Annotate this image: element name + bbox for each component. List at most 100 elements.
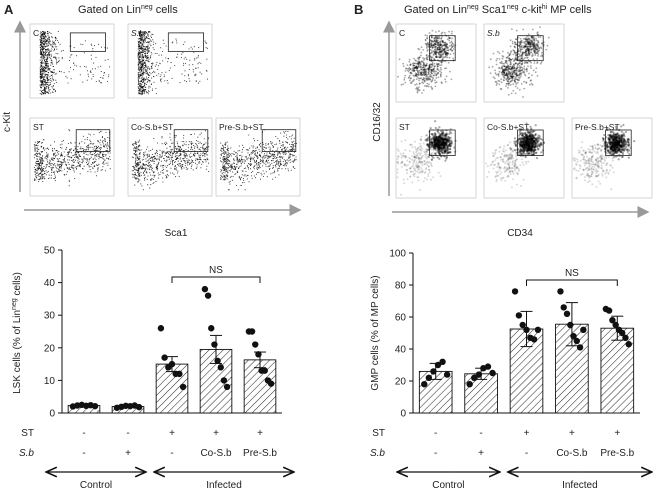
flow-plot-frame <box>127 117 213 197</box>
data-point <box>255 351 262 358</box>
data-point <box>135 403 143 411</box>
y-tick-label: 100 <box>389 249 406 260</box>
condition-st-value: - <box>479 428 482 439</box>
flow-plot-label: Pre-S.b+ST <box>575 122 620 132</box>
data-point <box>625 341 632 348</box>
data-point <box>176 370 183 378</box>
y-tick-label: 10 <box>44 376 56 387</box>
data-point <box>157 325 165 332</box>
flow-plot-label: S.b <box>487 28 500 38</box>
data-point <box>466 381 473 388</box>
condition-row-label-st: ST <box>372 428 385 439</box>
panel-b-title-sup2: neg <box>507 4 519 11</box>
data-point <box>443 371 451 378</box>
flow-events <box>485 122 546 189</box>
bar <box>464 373 498 414</box>
flow-plot: C <box>395 23 477 103</box>
significance-bracket <box>171 276 261 283</box>
y-tick-label: 50 <box>44 246 56 257</box>
y-tick-label: 20 <box>44 343 56 354</box>
flow-gate <box>605 129 632 157</box>
data-point <box>622 334 629 341</box>
condition-row-label-sb: S.b <box>19 448 34 459</box>
data-point <box>223 383 231 391</box>
bar <box>555 323 589 414</box>
data-point <box>168 360 176 368</box>
data-point <box>573 337 581 345</box>
flow-plot: Pre-S.b+ST <box>571 117 653 199</box>
condition-st-value: + <box>614 428 620 439</box>
condition-st-value: - <box>434 428 437 439</box>
panel-a-letter: A <box>4 2 14 17</box>
panel-a-title-main: Gated on Lin <box>78 4 141 16</box>
flow-plot-label: Co-S.b+ST <box>487 122 529 132</box>
y-tick-label: 40 <box>395 345 407 356</box>
panel-b-x-axis-label: CD34 <box>507 228 533 239</box>
panel-b-flow-plots: C S.b ST Co-S.b+ST Pre-S.b+ST <box>395 23 653 199</box>
data-point <box>208 325 215 332</box>
data-point <box>563 310 571 317</box>
panel-a-x-axis-label: Sca1 <box>165 228 188 239</box>
data-point <box>560 304 567 311</box>
group-label-control: Control <box>432 480 464 491</box>
flow-events <box>572 123 636 191</box>
flow-plot-label: C <box>399 28 405 38</box>
flow-plot: S.b <box>483 23 565 103</box>
significance-bracket <box>526 279 618 286</box>
lsk-bar-chart: 0 10 20 30 40 50 NS ST S.b - - + + + - + - Co-S.b Pre-S.b C… <box>19 246 294 491</box>
flow-gate <box>517 129 544 157</box>
flow-plot: S.b <box>127 23 213 99</box>
data-point <box>515 312 523 319</box>
flow-gate <box>173 129 209 152</box>
lsk-y-label-tail: cells) <box>12 272 23 298</box>
group-label-control: Control <box>80 480 112 491</box>
flow-plot-frame <box>395 23 477 103</box>
y-tick-label: 20 <box>395 377 407 388</box>
data-point <box>220 377 228 384</box>
condition-sb-value: + <box>125 448 131 459</box>
data-point <box>471 374 478 381</box>
data-point <box>580 326 587 333</box>
group-label-infected: Infected <box>562 480 598 491</box>
panel-b-title-mid2: c-kit <box>519 4 542 16</box>
bar <box>418 370 453 414</box>
panel-b-title-tail: MP cells <box>547 4 592 16</box>
panel-b-title-sup1: neg <box>467 4 479 11</box>
data-point <box>576 344 584 351</box>
data-point <box>609 317 616 324</box>
data-point <box>523 326 530 333</box>
data-point <box>605 307 613 314</box>
condition-row-label-st: ST <box>21 428 34 439</box>
condition-sb-value: Pre-S.b <box>243 448 277 459</box>
condition-st-value: + <box>169 428 175 439</box>
condition-st-value: + <box>524 428 530 439</box>
flow-events <box>137 30 209 95</box>
condition-st-value: + <box>213 428 219 439</box>
lsk-y-label-main: LSK cells (% of Lin <box>12 310 23 394</box>
flow-plot-label: C <box>33 28 39 38</box>
panel-b-title-main: Gated on Lin <box>404 4 467 16</box>
data-point <box>434 361 442 369</box>
flow-gate <box>75 129 111 152</box>
panel-b-y-axis-label: CD16/32 <box>372 102 383 142</box>
flow-events <box>219 129 297 191</box>
flow-events <box>39 30 111 95</box>
data-point <box>475 371 483 378</box>
data-point <box>534 326 542 333</box>
y-tick-label: 0 <box>49 409 55 420</box>
condition-sb-value: - <box>525 448 528 459</box>
condition-sb-value: - <box>82 448 85 459</box>
flow-events <box>396 120 457 196</box>
flow-gate <box>261 129 297 152</box>
panel-a-title-tail: cells <box>153 4 179 16</box>
data-point <box>489 369 496 377</box>
data-point <box>439 358 446 365</box>
y-tick-label: 60 <box>395 313 407 324</box>
data-point <box>519 321 526 329</box>
lsk-y-label: LSK cells (% of Linneg cells) <box>11 272 23 394</box>
data-point <box>530 336 538 343</box>
condition-sb-value: Pre-S.b <box>600 448 634 459</box>
condition-sb-value: + <box>478 448 484 459</box>
data-point <box>211 341 218 348</box>
